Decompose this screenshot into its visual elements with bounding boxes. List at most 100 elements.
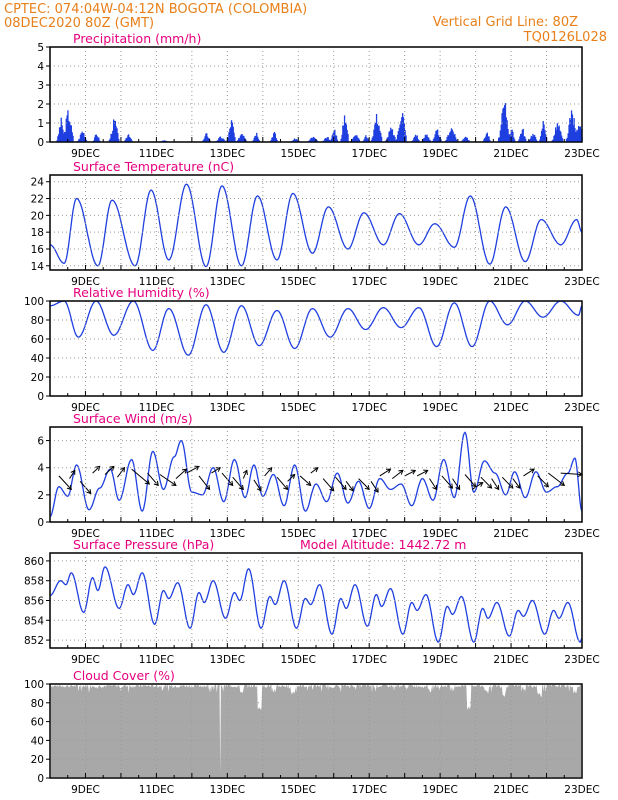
precip-bar [378, 125, 380, 142]
precip-bar [127, 135, 129, 142]
wind-arrow-head [432, 484, 438, 491]
precip-bar [239, 135, 242, 142]
wind-arrow [404, 469, 416, 477]
wind-arrow-head [306, 480, 312, 487]
precip-bar [312, 138, 314, 142]
precip-bar [241, 134, 243, 142]
precip-bar [129, 137, 131, 142]
x-tick-label: 23DEC [564, 148, 599, 160]
wind-arrow [104, 466, 115, 475]
precip-bar [110, 133, 112, 142]
precip-bar [218, 138, 220, 142]
precip-bar [508, 137, 511, 142]
y-tick-label: 858 [24, 576, 44, 588]
precip-bar [402, 117, 405, 142]
wind-arrow [345, 481, 354, 492]
precip-bar [227, 137, 229, 142]
precip-bar [449, 132, 451, 142]
y-tick-label: 60 [31, 334, 44, 346]
wind-arrow-head [373, 487, 379, 493]
precip-bar [128, 134, 130, 142]
precip-bar [415, 136, 417, 142]
y-tick-label: 2 [37, 99, 44, 111]
precip-bar [112, 130, 114, 142]
precip-bar [519, 136, 521, 142]
precip-bar [392, 135, 394, 142]
panel-4: Surface Wind (m/s) 0 2 4 6 9DEC 11DEC 13DEC 15DE… [37, 411, 599, 540]
precip-bar [221, 138, 223, 142]
precip-bar [417, 138, 419, 142]
precip-bar [231, 122, 233, 142]
x-tick-label: 21DEC [493, 402, 528, 414]
precip-bar [366, 138, 369, 142]
y-tick-label: 100 [24, 296, 44, 308]
wind-arrow [242, 470, 248, 479]
precip-bar [556, 123, 558, 142]
y-tick-label: 0 [37, 773, 44, 785]
y-tick-label: 24 [31, 177, 45, 189]
y-tick-label: 80 [31, 698, 44, 710]
header-date: 08DEC2020 80Z (GMT) [4, 16, 154, 31]
precip-bar [71, 132, 73, 142]
wind-arrow-head [215, 467, 222, 472]
precip-bar [426, 134, 428, 142]
precip-bar [230, 120, 233, 142]
precip-bar [363, 139, 365, 142]
precip-bar [404, 130, 406, 142]
x-tick-label: 21DEC [493, 654, 528, 666]
wind-arrow [512, 478, 521, 489]
wind-arrow-head [515, 483, 521, 489]
precip-bar [342, 125, 344, 142]
wind-arrow-head [478, 482, 484, 487]
x-tick-label: 13DEC [210, 654, 245, 666]
precip-bar [334, 129, 336, 142]
precip-bar [573, 118, 575, 142]
precip-bar [352, 138, 354, 142]
precip-bar [313, 137, 315, 142]
precip-bar [542, 121, 544, 142]
precip-bar [451, 129, 453, 142]
x-tick-label: 15DEC [281, 784, 316, 796]
precip-bar [367, 138, 370, 142]
precip-bar [72, 135, 74, 142]
precip-bar [530, 135, 532, 142]
precip-bar [520, 133, 523, 142]
precip-bar [559, 130, 561, 142]
precip-bar [61, 125, 63, 142]
cloud-cover-area [50, 684, 582, 778]
wind-arrow-head [329, 486, 335, 492]
precip-bar [329, 140, 332, 142]
panel-2: Surface Temperature (nC) 14 16 18 20 22 24 9DEC… [31, 159, 600, 288]
x-tick-label: 17DEC [351, 148, 386, 160]
y-tick-label: 20 [31, 210, 44, 222]
panel-title: Surface Temperature (nC) [73, 159, 234, 174]
precip-bar [335, 135, 337, 142]
y-tick-label: 2 [37, 490, 44, 502]
x-tick-label: 13DEC [210, 528, 245, 540]
precip-bar [256, 132, 258, 142]
precip-bar [445, 139, 447, 142]
precip-bar [63, 131, 66, 142]
precip-bar [574, 139, 576, 142]
wind-arrow [69, 470, 76, 479]
precip-bar [561, 135, 563, 142]
precip-bar [331, 135, 333, 142]
y-tick-label: 5 [37, 42, 44, 54]
y-tick-label: 1 [37, 118, 44, 130]
precip-bar [381, 136, 383, 142]
precip-bar [126, 137, 128, 142]
precip-bar [273, 133, 275, 142]
precip-bar [358, 139, 361, 142]
precip-bar [380, 132, 382, 142]
x-tick-label: 9DEC [71, 402, 100, 414]
precip-bar [554, 134, 556, 142]
panel-frame [49, 426, 583, 523]
wind-arrow-head [267, 466, 273, 473]
wind-arrow-head [559, 481, 566, 486]
precip-bar [540, 136, 542, 142]
precip-bar [487, 136, 489, 142]
precip-bar [341, 134, 343, 142]
precip-bar [485, 133, 488, 142]
precip-bar [328, 139, 330, 142]
